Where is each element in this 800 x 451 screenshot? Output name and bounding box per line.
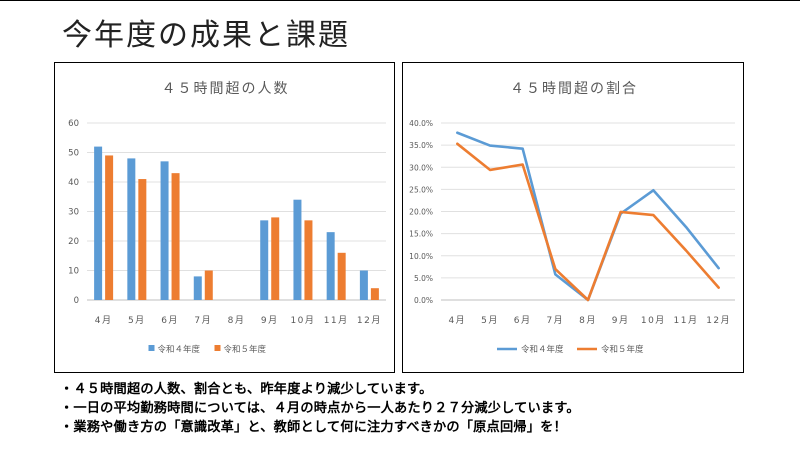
bar <box>326 232 335 300</box>
bar <box>94 146 103 300</box>
x-tick-label: 7月 <box>546 315 564 326</box>
bar <box>204 270 213 300</box>
bar <box>359 270 368 300</box>
note-item: 一日の平均勤務時間については、４月の時点から一人あたり２７分減少しています。 <box>60 399 580 418</box>
x-tick-label: 6月 <box>161 315 179 326</box>
x-tick-label: 6月 <box>514 315 532 326</box>
x-tick-label: 5月 <box>128 315 146 326</box>
legend-label: 令和４年度 <box>158 344 201 355</box>
bar <box>337 252 346 300</box>
y-tick-label: 10 <box>68 267 79 277</box>
x-tick-label: 7月 <box>194 315 212 326</box>
y-tick-label: 40.0% <box>409 119 433 128</box>
y-tick-label: 20 <box>68 237 79 247</box>
y-tick-label: 0 <box>74 296 79 306</box>
y-tick-label: 25.0% <box>409 185 433 194</box>
bar <box>370 288 379 300</box>
bar <box>171 173 180 300</box>
x-tick-label: 12月 <box>706 315 731 326</box>
bar <box>127 158 136 300</box>
bar-chart: ４５時間超の人数 0 10 20 30 40 50 60 4月 5月 6月 7月 8月 9月 10月 11月 1… <box>68 81 386 355</box>
series-line <box>456 142 720 302</box>
x-tick-label: 9月 <box>612 315 630 326</box>
legend-swatch <box>214 345 221 351</box>
y-tick-label: 50 <box>68 149 79 159</box>
y-tick-label: 20.0% <box>409 208 433 217</box>
note-item: ４５時間超の人数、割合とも、昨年度より減少しています。 <box>60 380 580 399</box>
bar <box>304 220 313 300</box>
y-tick-label: 40 <box>68 178 79 188</box>
bar <box>271 217 280 300</box>
note-item: 業務や働き方の「意識改革」と、教師として何に注力すべきかの「原点回帰」を！ <box>60 418 580 437</box>
legend-label: 令和４年度 <box>521 344 564 355</box>
legend-label: 令和５年度 <box>224 344 267 355</box>
x-tick-label: 11月 <box>674 315 699 326</box>
x-tick-label: 11月 <box>324 315 349 326</box>
line-chart-panel: ４５時間超の割合 0.0% 5.0% 10.0% 15.0% 20.0% 25.0% 30.0… <box>402 62 744 373</box>
y-tick-label: 30 <box>68 208 79 218</box>
bar <box>160 161 169 300</box>
line-chart: ４５時間超の割合 0.0% 5.0% 10.0% 15.0% 20.0% 25.0% 30.0… <box>409 80 735 355</box>
chart-title: ４５時間超の人数 <box>162 81 290 97</box>
x-tick-label: 9月 <box>261 315 279 326</box>
y-tick-label: 15.0% <box>409 230 433 239</box>
bar <box>193 276 202 300</box>
bar <box>138 179 147 300</box>
x-tick-label: 8月 <box>228 315 246 326</box>
x-tick-label: 8月 <box>579 315 597 326</box>
x-tick-label: 4月 <box>448 315 466 326</box>
notes-list: ４５時間超の人数、割合とも、昨年度より減少しています。 一日の平均勤務時間につい… <box>60 380 580 437</box>
x-tick-label: 12月 <box>357 315 382 326</box>
bar <box>105 155 114 300</box>
slide-title: 今年度の成果と課題 <box>62 18 350 53</box>
bar <box>260 220 269 300</box>
legend-swatch <box>148 345 155 351</box>
legend-label: 令和５年度 <box>601 344 644 355</box>
y-tick-label: 5.0% <box>414 274 433 283</box>
x-tick-label: 4月 <box>95 315 113 326</box>
y-tick-label: 0.0% <box>414 296 433 305</box>
top-rule <box>0 0 800 1</box>
y-tick-label: 30.0% <box>409 163 433 172</box>
bar-chart-panel: ４５時間超の人数 0 10 20 30 40 50 60 4月 5月 6月 7月 8月 9月 10月 11月 1… <box>54 62 395 373</box>
x-tick-label: 10月 <box>641 315 666 326</box>
x-tick-label: 10月 <box>290 315 315 326</box>
y-tick-label: 10.0% <box>409 252 433 261</box>
bar <box>293 199 302 300</box>
y-tick-label: 35.0% <box>409 141 433 150</box>
series-line <box>456 131 720 302</box>
chart-title: ４５時間超の割合 <box>510 80 638 97</box>
x-tick-label: 5月 <box>481 315 499 326</box>
y-tick-label: 60 <box>68 119 79 129</box>
